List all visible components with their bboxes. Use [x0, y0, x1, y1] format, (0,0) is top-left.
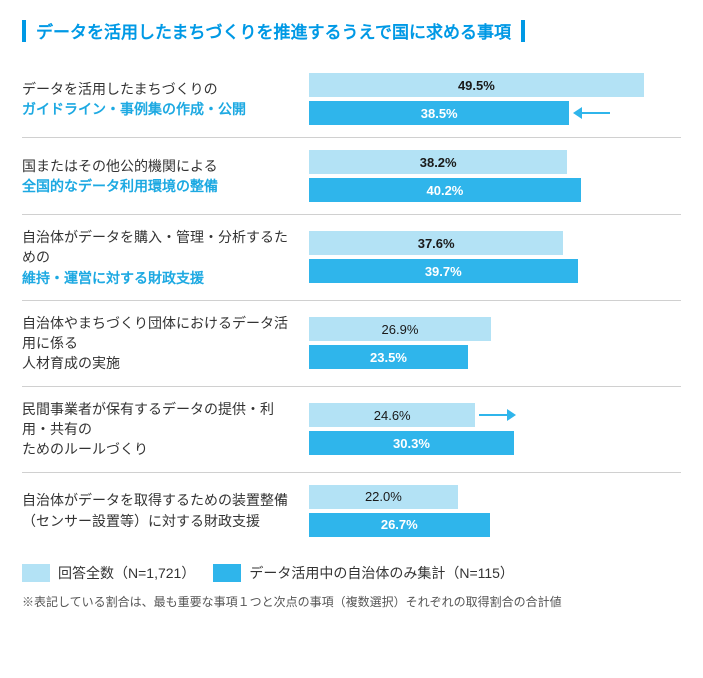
row-label-line2: 全国的なデータ利用環境の整備 [22, 176, 297, 196]
chart-footnote: ※表記している割合は、最も重要な事項１つと次点の事項（複数選択）それぞれの取得割… [22, 593, 681, 610]
row-bars: 26.9% 23.5% [309, 317, 681, 369]
row-label-line1: 国またはその他公的機関による [22, 156, 297, 176]
bar-active-only: 39.7% [309, 259, 578, 283]
bar-all-responses: 49.5% [309, 73, 644, 97]
legend-label: 回答全数（N=1,721） [58, 563, 195, 583]
row-label: 自治体がデータを購入・管理・分析するための維持・運営に対する財政支援 [22, 227, 297, 288]
row-label-line1: 自治体がデータを取得するための装置整備 [22, 490, 297, 510]
row-label-line1: 民間事業者が保有するデータの提供・利用・共有の [22, 399, 297, 440]
row-label: 自治体がデータを取得するための装置整備（センサー設置等）に対する財政支援 [22, 490, 297, 531]
bar-all-responses: 22.0% [309, 485, 458, 509]
row-label-line2: （センサー設置等）に対する財政支援 [22, 511, 297, 531]
row-label: データを活用したまちづくりのガイドライン・事例集の作成・公開 [22, 79, 297, 120]
legend-item: データ活用中の自治体のみ集計（N=115） [213, 563, 514, 583]
bar-active-only: 23.5% [309, 345, 468, 369]
row-label-line2: 人材育成の実施 [22, 353, 297, 373]
bar-all-responses: 37.6% [309, 231, 563, 255]
chart-title: データを活用したまちづくりを推進するうえで国に求める事項 [36, 18, 511, 43]
legend-item: 回答全数（N=1,721） [22, 563, 195, 583]
row-bars: 24.6% 30.3% [309, 403, 681, 455]
row-bars: 49.5% 38.5% [309, 73, 681, 125]
row-label-line1: 自治体がデータを購入・管理・分析するための [22, 227, 297, 268]
bar-active-only: 38.5% [309, 101, 569, 125]
legend-swatch-dark [213, 564, 241, 582]
chart-row: 民間事業者が保有するデータの提供・利用・共有のためのルールづくり 24.6% 30.… [22, 387, 681, 473]
arrow-left-icon [573, 107, 610, 119]
row-bars: 37.6% 39.7% [309, 231, 681, 283]
chart-row: 自治体やまちづくり団体におけるデータ活用に係る人材育成の実施 26.9% 23.5% [22, 301, 681, 387]
row-label: 自治体やまちづくり団体におけるデータ活用に係る人材育成の実施 [22, 313, 297, 374]
chart-rows: データを活用したまちづくりのガイドライン・事例集の作成・公開 49.5% 38.5%… [22, 61, 681, 549]
bar-all-responses: 24.6% [309, 403, 475, 427]
row-bars: 38.2% 40.2% [309, 150, 681, 202]
bar-active-only: 30.3% [309, 431, 514, 455]
row-label: 国またはその他公的機関による全国的なデータ利用環境の整備 [22, 156, 297, 197]
bar-all-responses: 26.9% [309, 317, 491, 341]
legend-label: データ活用中の自治体のみ集計（N=115） [249, 563, 514, 583]
chart-legend: 回答全数（N=1,721） データ活用中の自治体のみ集計（N=115） [22, 563, 681, 583]
row-label-line1: 自治体やまちづくり団体におけるデータ活用に係る [22, 313, 297, 354]
arrow-right-icon [479, 409, 516, 421]
chart-row: 自治体がデータを購入・管理・分析するための維持・運営に対する財政支援37.6%3… [22, 215, 681, 301]
row-label-line1: データを活用したまちづくりの [22, 79, 297, 99]
bar-all-responses: 38.2% [309, 150, 567, 174]
row-label-line2: 維持・運営に対する財政支援 [22, 268, 297, 288]
chart-row: データを活用したまちづくりのガイドライン・事例集の作成・公開 49.5% 38.5% [22, 61, 681, 138]
chart-title-wrap: データを活用したまちづくりを推進するうえで国に求める事項 [22, 18, 681, 43]
chart-row: 国またはその他公的機関による全国的なデータ利用環境の整備 38.2% 40.2% [22, 138, 681, 215]
bar-active-only: 26.7% [309, 513, 490, 537]
title-accent-bar-right [521, 20, 525, 42]
row-label: 民間事業者が保有するデータの提供・利用・共有のためのルールづくり [22, 399, 297, 460]
row-label-line2: ためのルールづくり [22, 439, 297, 459]
row-bars: 22.0% 26.7% [309, 485, 681, 537]
chart-row: 自治体がデータを取得するための装置整備（センサー設置等）に対する財政支援 22.0… [22, 473, 681, 549]
row-label-line2: ガイドライン・事例集の作成・公開 [22, 99, 297, 119]
bar-active-only: 40.2% [309, 178, 581, 202]
title-accent-bar [22, 20, 26, 42]
legend-swatch-light [22, 564, 50, 582]
